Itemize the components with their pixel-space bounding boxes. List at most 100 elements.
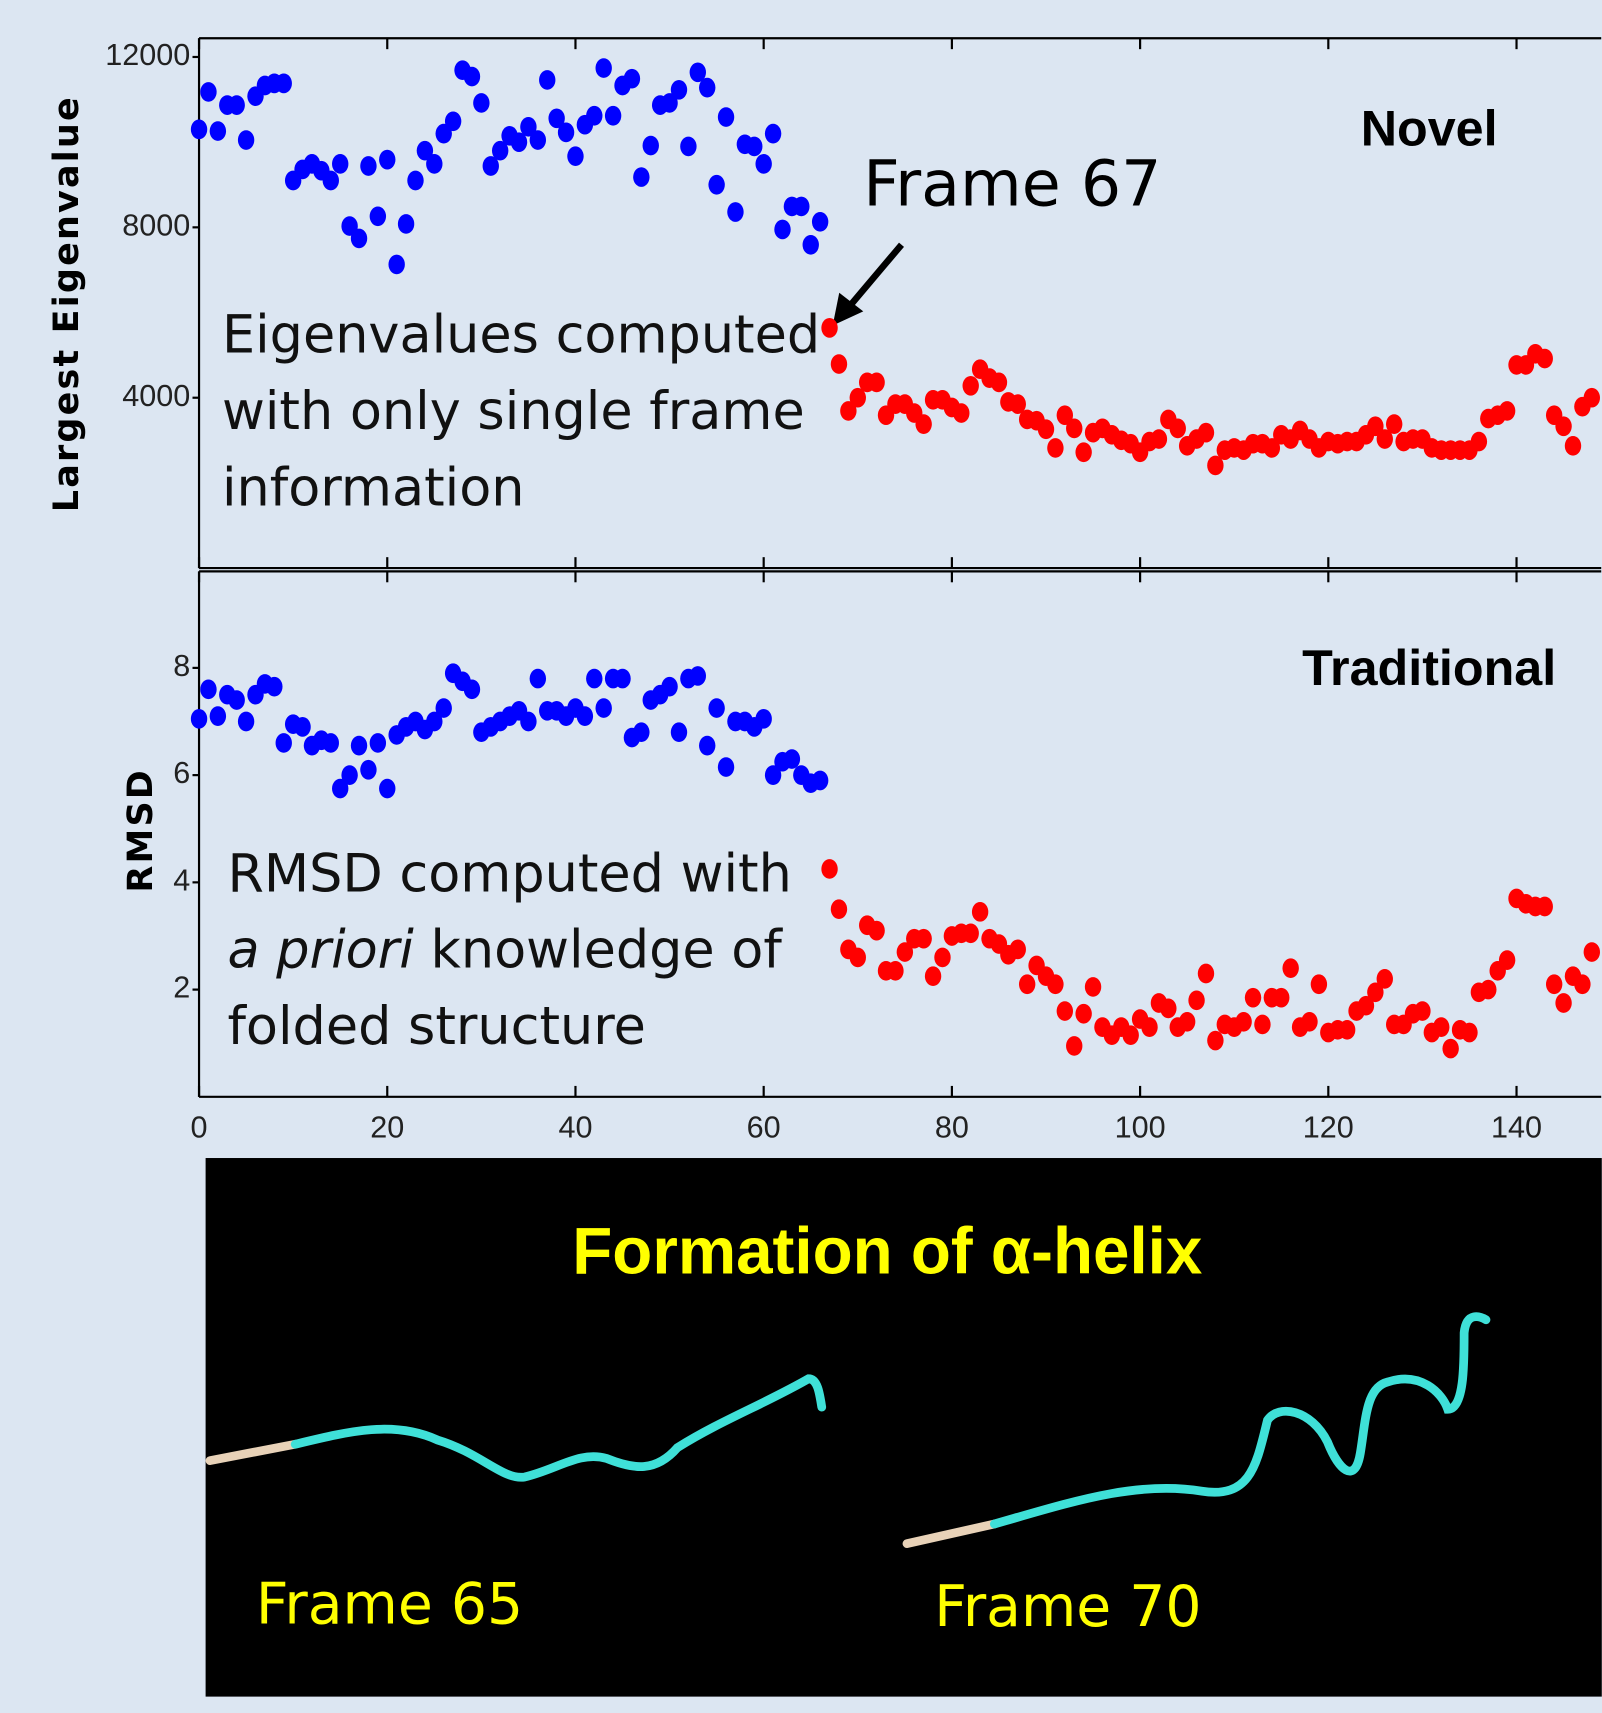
point <box>671 80 687 100</box>
point <box>1010 940 1026 960</box>
point <box>850 948 866 968</box>
point <box>1141 1017 1157 1037</box>
point <box>991 373 1007 393</box>
point <box>191 709 207 729</box>
page: Formation of α-helix Frame 65 Frame 70 4… <box>0 0 1602 1713</box>
point <box>1019 974 1035 994</box>
y-tick-label: 4 <box>173 863 190 897</box>
point <box>887 961 903 981</box>
point <box>699 78 715 98</box>
point <box>1254 1015 1270 1035</box>
x-tick-label: 60 <box>747 1111 781 1145</box>
point <box>351 736 367 756</box>
point <box>953 403 969 423</box>
point <box>1282 958 1298 978</box>
point <box>266 677 282 697</box>
point <box>1057 1001 1073 1021</box>
panel-title: Formation of α-helix <box>572 1215 1202 1288</box>
point <box>473 93 489 113</box>
x-tick-label: 0 <box>191 1111 208 1145</box>
point <box>746 137 762 157</box>
point <box>718 107 734 127</box>
note-text: with only single frame <box>222 381 805 442</box>
point <box>464 679 480 699</box>
note-line: information <box>222 458 525 519</box>
point <box>1574 974 1590 994</box>
point <box>699 736 715 756</box>
point <box>1555 416 1571 436</box>
point <box>963 376 979 396</box>
point <box>614 669 630 689</box>
point <box>1273 988 1289 1008</box>
point <box>1414 1001 1430 1021</box>
point <box>1584 388 1600 408</box>
x-tick-label: 140 <box>1491 1111 1542 1145</box>
point <box>661 677 677 697</box>
point <box>1471 432 1487 452</box>
y-tick-label: 8 <box>173 649 190 683</box>
point <box>1480 980 1496 1000</box>
point <box>765 124 781 144</box>
point <box>727 202 743 222</box>
point <box>294 717 310 737</box>
point <box>1377 969 1393 989</box>
point <box>1123 1025 1139 1045</box>
point <box>370 733 386 753</box>
point <box>793 197 809 217</box>
point <box>1188 990 1204 1010</box>
point <box>633 722 649 742</box>
point <box>1499 950 1515 970</box>
point <box>1038 419 1054 439</box>
point <box>586 669 602 689</box>
point <box>464 67 480 87</box>
point <box>1085 977 1101 997</box>
point <box>925 966 941 986</box>
point <box>868 373 884 393</box>
point <box>1442 1039 1458 1059</box>
y-tick-label: 6 <box>173 756 190 790</box>
note-line: with only single frame <box>222 381 805 442</box>
point <box>1461 1023 1477 1043</box>
x-tick-label: 120 <box>1303 1111 1354 1145</box>
x-tick-label: 40 <box>558 1111 592 1145</box>
point <box>624 69 640 89</box>
note-line: a priori knowledge of <box>227 920 783 981</box>
point <box>360 156 376 176</box>
point <box>530 669 546 689</box>
y-tick-label: 2 <box>173 971 190 1005</box>
point <box>1386 414 1402 434</box>
point <box>915 929 931 949</box>
x-tick-label: 20 <box>370 1111 404 1145</box>
frame-caption: Frame 70 <box>934 1574 1201 1640</box>
point <box>341 765 357 785</box>
point <box>633 167 649 187</box>
point <box>238 130 254 150</box>
point <box>332 154 348 174</box>
point <box>436 698 452 718</box>
note-text: folded structure <box>227 996 645 1057</box>
point <box>1499 401 1515 421</box>
point <box>228 95 244 115</box>
point <box>210 706 226 726</box>
point <box>586 106 602 126</box>
point <box>520 712 536 732</box>
point <box>530 130 546 150</box>
point <box>1047 438 1063 458</box>
point <box>963 923 979 943</box>
point <box>1311 974 1327 994</box>
figure: Formation of α-helix Frame 65 Frame 70 4… <box>0 0 1602 1713</box>
point <box>379 150 395 170</box>
method-label: Traditional <box>1302 640 1556 696</box>
point <box>445 111 461 131</box>
point <box>671 722 687 742</box>
point <box>1075 1004 1091 1024</box>
point <box>868 921 884 941</box>
point <box>1066 419 1082 439</box>
point <box>1555 993 1571 1013</box>
point <box>1066 1036 1082 1056</box>
point <box>821 318 837 338</box>
point <box>191 120 207 140</box>
point <box>784 749 800 769</box>
point <box>1584 942 1600 962</box>
note-text: Eigenvalues computed <box>222 305 820 366</box>
